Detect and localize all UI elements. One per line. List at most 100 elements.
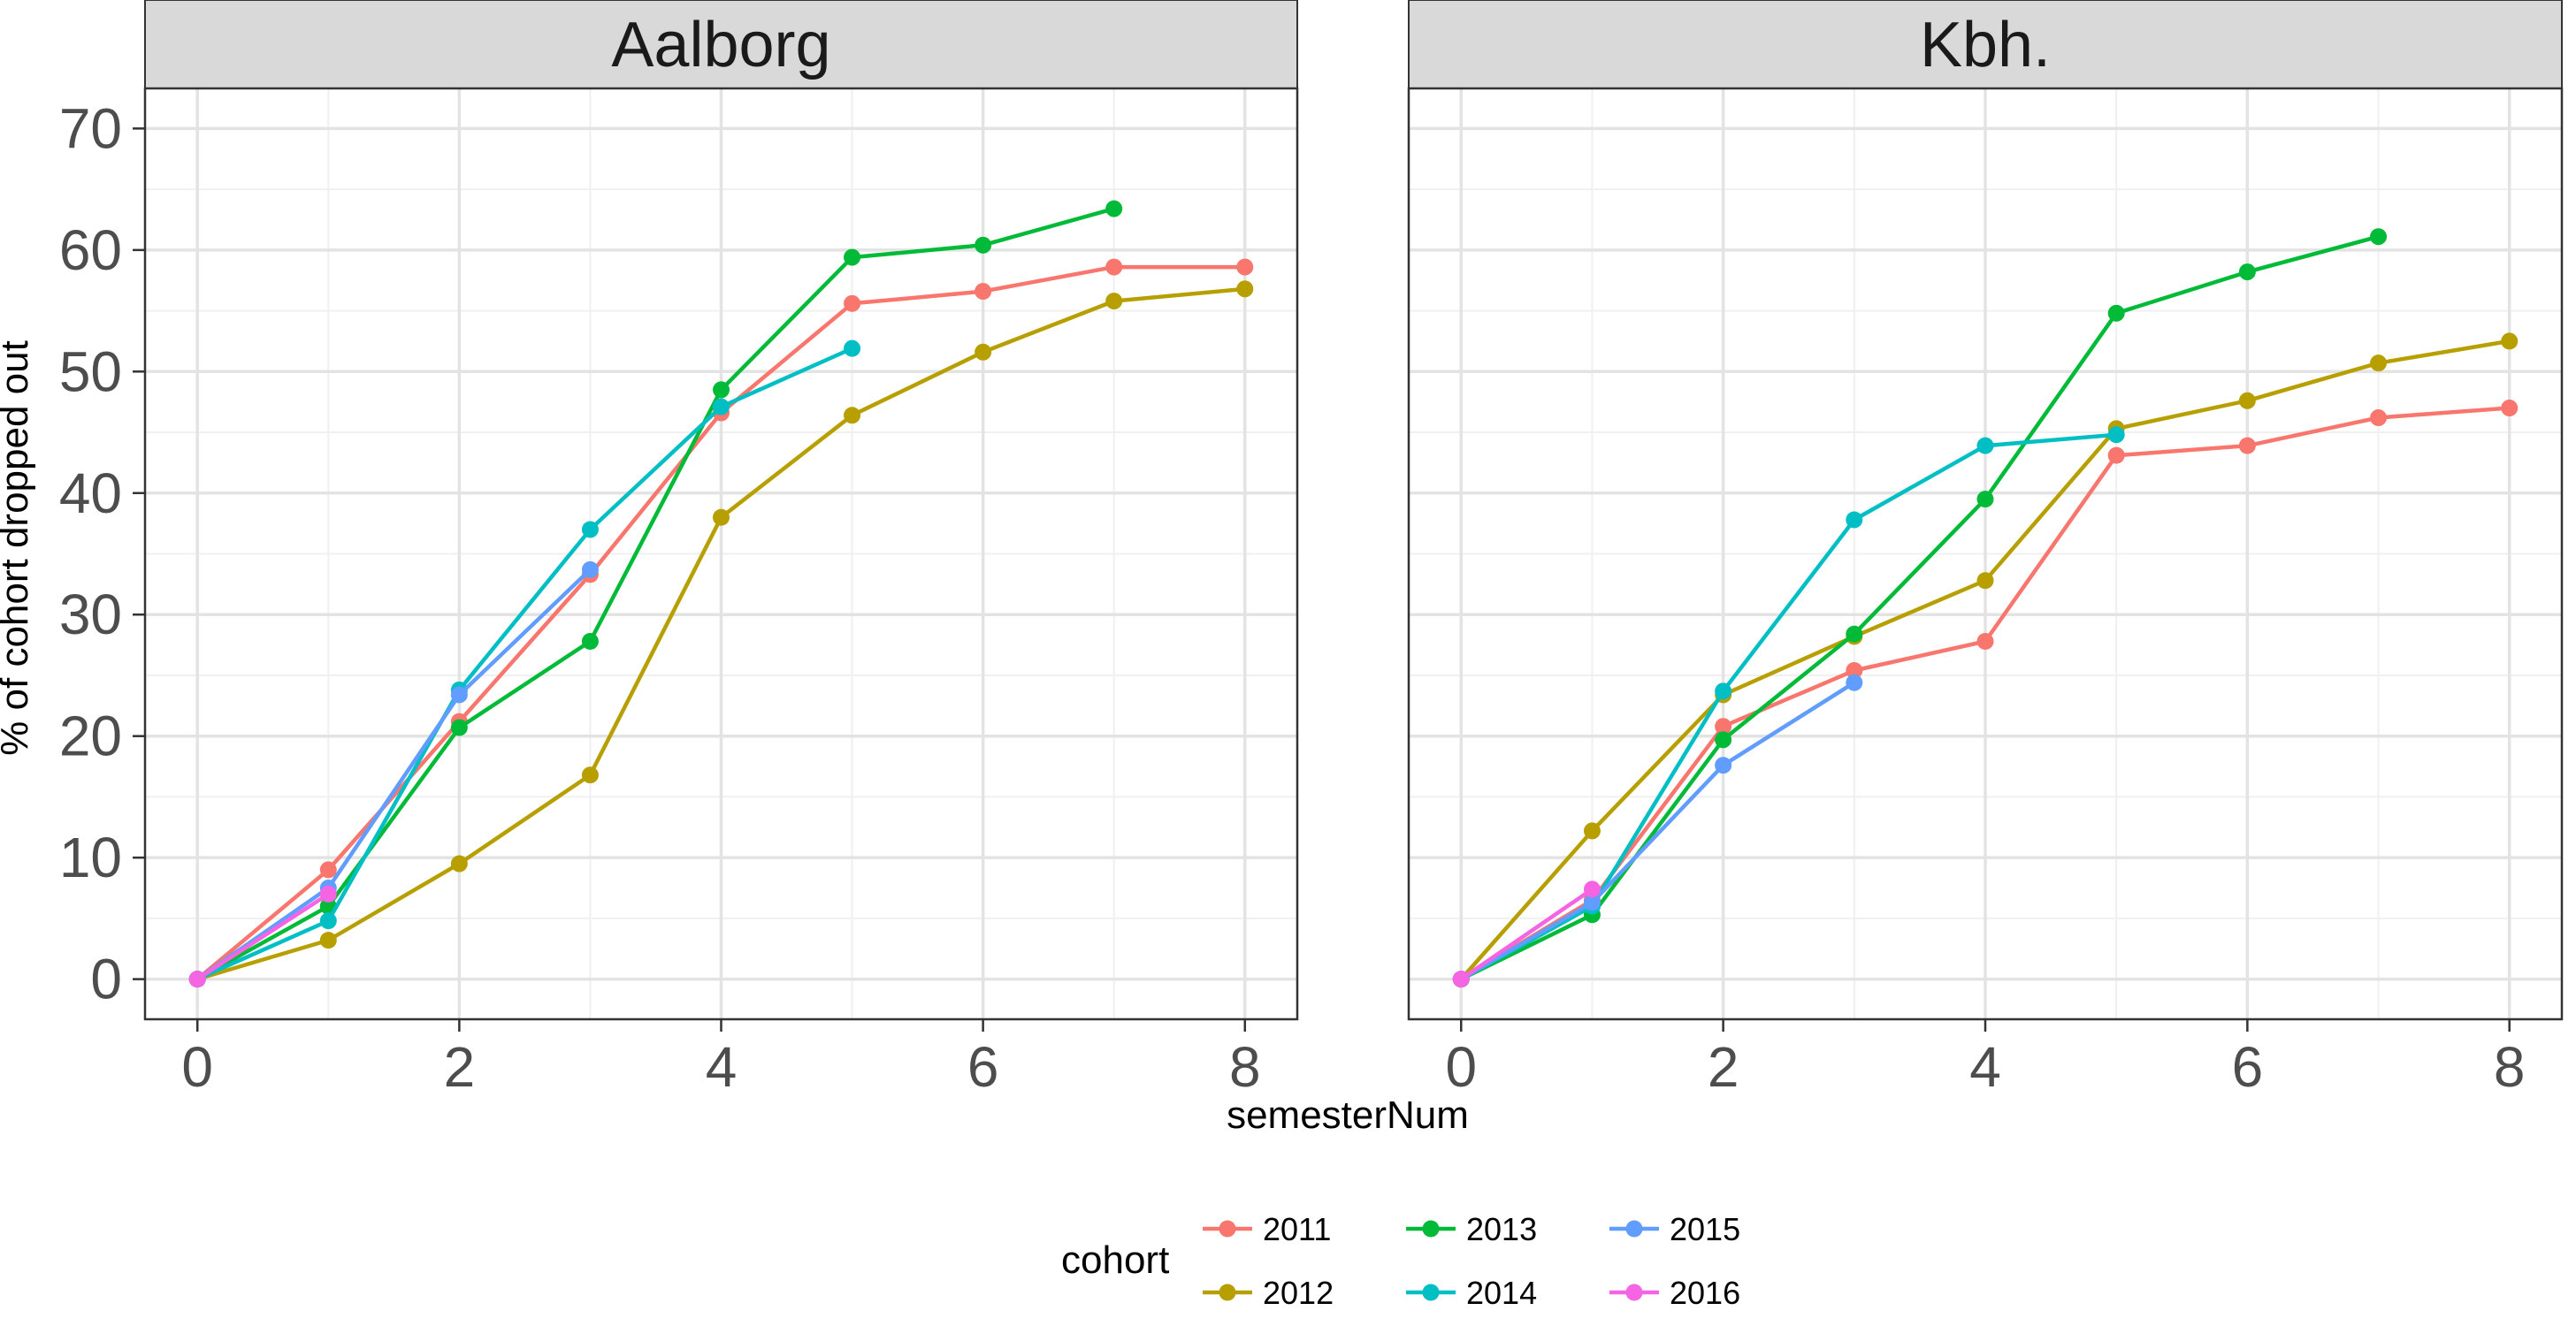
data-point-2012 (844, 407, 861, 424)
facet-panels: Aalborg 0 2 4 6 8 0 10 20 30 40 50 60 70 Kbh. 0 2 4 6 8 (59, 0, 2564, 1099)
legend-key-point (1219, 1220, 1236, 1238)
data-point-2013 (844, 248, 861, 266)
legend-key-point (1422, 1284, 1440, 1301)
y-tick-label: 60 (59, 218, 122, 282)
data-point-2014 (713, 398, 730, 415)
data-point-2011 (2238, 437, 2256, 454)
y-tick-label: 40 (59, 461, 122, 525)
data-point-2016 (1452, 971, 1470, 988)
x-axis-title: semesterNum (1227, 1094, 1469, 1137)
legend-label: 2016 (1670, 1275, 1740, 1311)
data-point-2012 (1105, 293, 1123, 310)
legend: cohort 2011 2012 2013 2014 2015 2016 (1061, 1211, 1740, 1311)
legend-label: 2013 (1466, 1211, 1537, 1247)
series-2013 (1452, 228, 2388, 988)
data-point-2014 (2107, 426, 2125, 444)
x-tick-label: 8 (1229, 1035, 1261, 1099)
data-point-2015 (581, 560, 599, 578)
data-point-2011 (2501, 400, 2519, 417)
data-point-2016 (1583, 880, 1601, 898)
data-point-2011 (1236, 258, 1254, 276)
strip-kbh (1408, 0, 2563, 89)
series-2016 (1452, 880, 1601, 988)
data-point-2014 (1976, 437, 1994, 454)
x-tick-label: 0 (1445, 1035, 1477, 1099)
legend-item-2015: 2015 (1609, 1211, 1740, 1247)
data-point-2012 (2501, 332, 2519, 350)
data-point-2013 (2238, 263, 2256, 281)
legend-key-point (1625, 1284, 1643, 1301)
x-tick-label: 6 (2232, 1035, 2264, 1099)
data-point-2013 (1105, 200, 1123, 217)
data-point-2012 (1583, 822, 1601, 840)
data-point-2012 (319, 932, 337, 949)
series-line-2013 (196, 206, 1115, 981)
data-point-2012 (975, 343, 992, 361)
legend-label: 2015 (1670, 1211, 1740, 1247)
data-point-2015 (1583, 894, 1601, 911)
data-point-2015 (1715, 757, 1732, 774)
x-tick-label: 6 (967, 1035, 999, 1099)
legend-item-2014: 2014 (1406, 1275, 1537, 1311)
data-point-2014 (581, 521, 599, 538)
panel-kbh: Kbh. 0 2 4 6 8 (1407, 0, 2564, 1099)
y-axis-title: % of cohort dropped out (0, 340, 36, 756)
y-tick-label: 30 (59, 583, 122, 646)
legend-label: 2011 (1263, 1211, 1331, 1247)
x-tick-label: 4 (1969, 1035, 2001, 1099)
data-point-2014 (844, 339, 861, 357)
y-tick-label: 70 (59, 96, 122, 160)
series-line-2014 (196, 347, 853, 981)
legend-title: cohort (1061, 1238, 1169, 1282)
data-point-2016 (319, 885, 337, 903)
data-point-2013 (1976, 491, 1994, 508)
data-point-2012 (713, 508, 730, 526)
strip-label: Aalborg (611, 10, 830, 80)
legend-key-point (1422, 1220, 1440, 1238)
data-point-2014 (319, 912, 337, 930)
y-tick-label: 10 (59, 826, 122, 889)
panel-aalborg: Aalborg 0 2 4 6 8 0 10 20 30 40 50 60 70 (59, 0, 1299, 1099)
data-point-2015 (1846, 674, 1863, 691)
series-line-2015 (195, 568, 592, 981)
legend-key-point (1219, 1284, 1236, 1301)
data-point-2013 (713, 381, 730, 399)
data-point-2013 (2107, 304, 2125, 322)
x-tick-label: 0 (181, 1035, 213, 1099)
strip-aalborg (144, 0, 1298, 89)
data-point-2012 (2238, 392, 2256, 409)
data-point-2011 (2107, 446, 2125, 464)
data-point-2013 (1715, 731, 1732, 749)
data-point-2014 (1846, 511, 1863, 529)
y-tick-label: 50 (59, 339, 122, 403)
data-point-2011 (1105, 258, 1123, 276)
data-point-2011 (319, 861, 337, 879)
series-line-2013 (1460, 234, 2380, 981)
strip-label: Kbh. (1920, 10, 2051, 80)
data-point-2012 (1236, 280, 1254, 298)
data-point-2013 (2370, 228, 2388, 246)
x-tick-label: 2 (444, 1035, 476, 1099)
data-point-2013 (1846, 625, 1863, 643)
data-point-2012 (1976, 572, 1994, 590)
data-point-2013 (975, 236, 992, 254)
legend-item-2012: 2012 (1203, 1275, 1334, 1311)
series-line-2014 (1460, 432, 2117, 981)
legend-item-2013: 2013 (1406, 1211, 1537, 1247)
data-point-2011 (1846, 661, 1863, 679)
data-point-2011 (975, 283, 992, 301)
data-point-2011 (1976, 632, 1994, 650)
legend-item-2016: 2016 (1609, 1275, 1740, 1311)
series-line-2016 (195, 892, 330, 981)
y-tick-label: 20 (59, 705, 122, 768)
x-tick-label: 4 (706, 1035, 738, 1099)
series-line-2016 (1460, 888, 1594, 981)
legend-item-2011: 2011 (1203, 1211, 1331, 1247)
data-point-2015 (450, 686, 468, 704)
data-point-2013 (450, 719, 468, 736)
data-point-2014 (1715, 682, 1732, 700)
data-point-2013 (581, 632, 599, 650)
data-point-2012 (2370, 354, 2388, 372)
x-tick-label: 2 (1708, 1035, 1739, 1099)
data-point-2011 (2370, 409, 2388, 427)
